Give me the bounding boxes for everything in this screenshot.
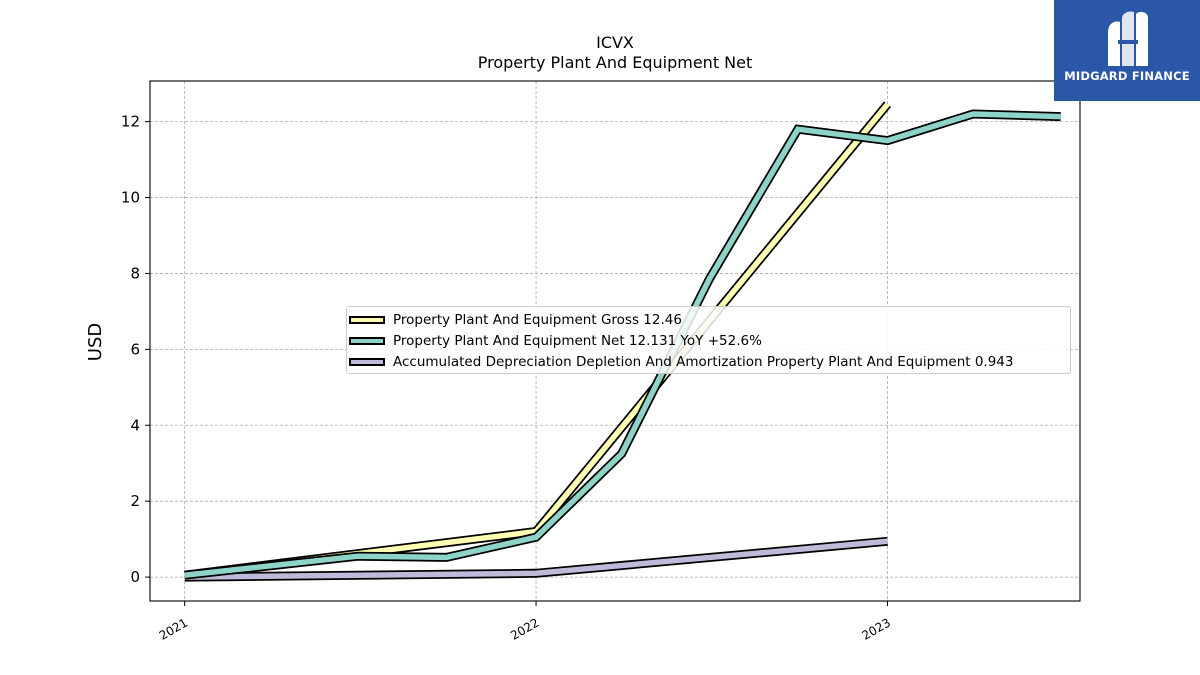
- x-tick-label: 2023: [859, 615, 892, 642]
- legend-label-ppe-gross: Property Plant And Equipment Gross 12.46: [393, 312, 682, 328]
- chart-subtitle: Property Plant And Equipment Net: [478, 53, 753, 72]
- legend-item-ppe-gross: Property Plant And Equipment Gross 12.46: [349, 310, 682, 330]
- y-tick-label: 2: [130, 492, 140, 510]
- axis-ticks: 0 2 4 6 8 10 12 2021 2022 2023: [121, 113, 893, 643]
- legend-swatch-ppe-gross: [349, 316, 385, 324]
- y-tick-label: 8: [130, 264, 140, 282]
- y-tick-label: 6: [130, 340, 140, 358]
- grid-lines: [150, 81, 1080, 601]
- legend-swatch-accumulated-depreciation: [349, 358, 385, 366]
- plot-area-frame: [149, 80, 1081, 602]
- y-tick-label: 10: [121, 189, 140, 207]
- series-line-accumulated-depreciation: [184, 538, 888, 580]
- series-accumulated-depreciation: [184, 536, 888, 582]
- midgard-logo-icon: [1108, 11, 1148, 67]
- y-tick-label: 0: [130, 568, 140, 586]
- y-tick-label: 4: [130, 416, 140, 434]
- x-tick-label: 2021: [157, 615, 190, 642]
- legend-label-ppe-net: Property Plant And Equipment Net 12.131 …: [393, 333, 762, 349]
- legend-swatch-ppe-net: [349, 337, 385, 345]
- logo-text: MIDGARD FINANCE: [1064, 69, 1190, 83]
- legend-label-accumulated-depreciation: Accumulated Depreciation Depletion And A…: [393, 354, 1014, 370]
- x-tick-label: 2022: [508, 615, 541, 642]
- legend-item-ppe-net: Property Plant And Equipment Net 12.131 …: [349, 331, 762, 351]
- y-axis-label: USD: [85, 323, 106, 361]
- brand-logo: MIDGARD FINANCE: [1054, 0, 1200, 101]
- chart-title: ICVX: [596, 33, 634, 52]
- chart-legend: Property Plant And Equipment Gross 12.46…: [346, 306, 1071, 374]
- y-tick-label: 12: [121, 113, 140, 131]
- legend-item-accumulated-depreciation: Accumulated Depreciation Depletion And A…: [349, 352, 1014, 372]
